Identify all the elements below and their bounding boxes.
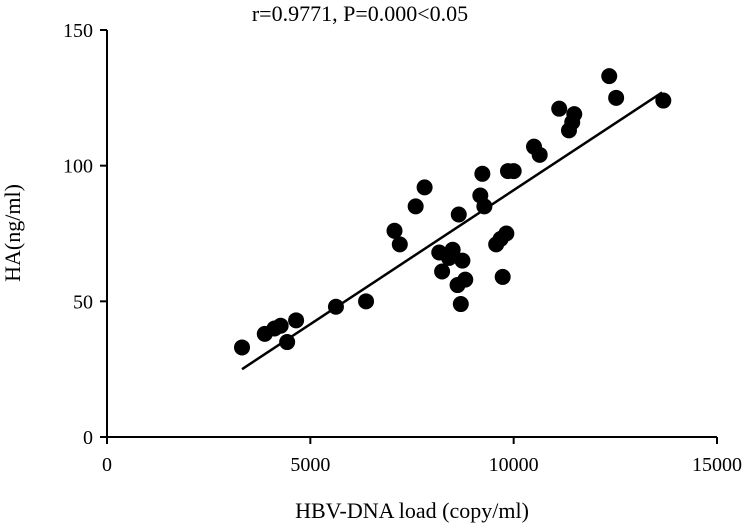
data-point [566, 106, 583, 123]
tick-labels: 0 5000 10000 15000 0 50 100 150 [63, 20, 742, 476]
data-point [454, 252, 471, 269]
data-point [608, 89, 625, 106]
y-tick-label-150: 150 [63, 20, 93, 42]
x-axis-title: HBV-DNA load (copy/ml) [295, 498, 529, 523]
data-point [407, 198, 424, 215]
regression-line [241, 91, 663, 371]
axes [106, 30, 717, 438]
data-point [601, 68, 618, 85]
x-tick-label-10000: 10000 [489, 454, 539, 476]
data-point [391, 236, 408, 253]
data-point [327, 298, 344, 315]
data-point [452, 296, 469, 313]
data-point [474, 165, 491, 182]
data-point [288, 312, 305, 329]
data-point [476, 198, 493, 215]
correlation-annotation: r=0.9771, P=0.000<0.05 [252, 1, 468, 26]
data-point [444, 241, 461, 258]
data-point [386, 222, 403, 239]
x-tick-label-15000: 15000 [692, 454, 742, 476]
data-point [655, 92, 672, 109]
y-tick-label-0: 0 [83, 427, 93, 449]
data-point [272, 317, 289, 334]
tick-marks [100, 29, 718, 444]
y-axis-title: HA(ng/ml) [0, 184, 25, 282]
data-point [494, 268, 511, 285]
y-tick-label-50: 50 [73, 291, 93, 313]
data-point [416, 179, 433, 196]
data-point [505, 163, 522, 180]
y-tick-label-100: 100 [63, 156, 93, 178]
data-point [279, 334, 296, 351]
data-point [450, 206, 467, 223]
regression-line-group [241, 91, 663, 371]
data-points [234, 68, 672, 356]
x-tick-label-5000: 5000 [290, 454, 330, 476]
data-point [457, 271, 474, 288]
data-point [358, 293, 375, 310]
data-point [434, 263, 451, 280]
data-point [551, 100, 568, 117]
data-point [498, 225, 515, 242]
data-point [234, 339, 251, 356]
x-tick-label-0: 0 [102, 454, 112, 476]
data-point [531, 146, 548, 163]
